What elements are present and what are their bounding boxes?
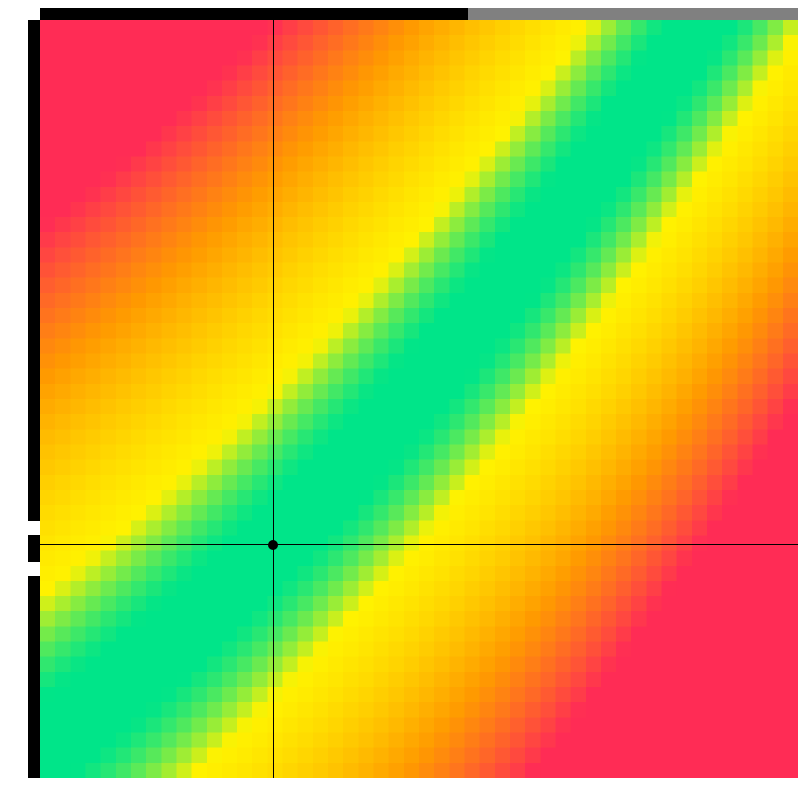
origin-dot [268, 540, 278, 550]
heatmap-canvas [40, 20, 798, 778]
top-grey-bar [468, 8, 798, 20]
top-black-bar [40, 8, 468, 20]
axis-horizontal [40, 544, 798, 545]
chart-stage [0, 0, 800, 800]
left-notch-0 [28, 521, 40, 535]
left-black-bar [28, 20, 40, 778]
left-notch-1 [28, 562, 40, 576]
axis-vertical [273, 20, 274, 778]
